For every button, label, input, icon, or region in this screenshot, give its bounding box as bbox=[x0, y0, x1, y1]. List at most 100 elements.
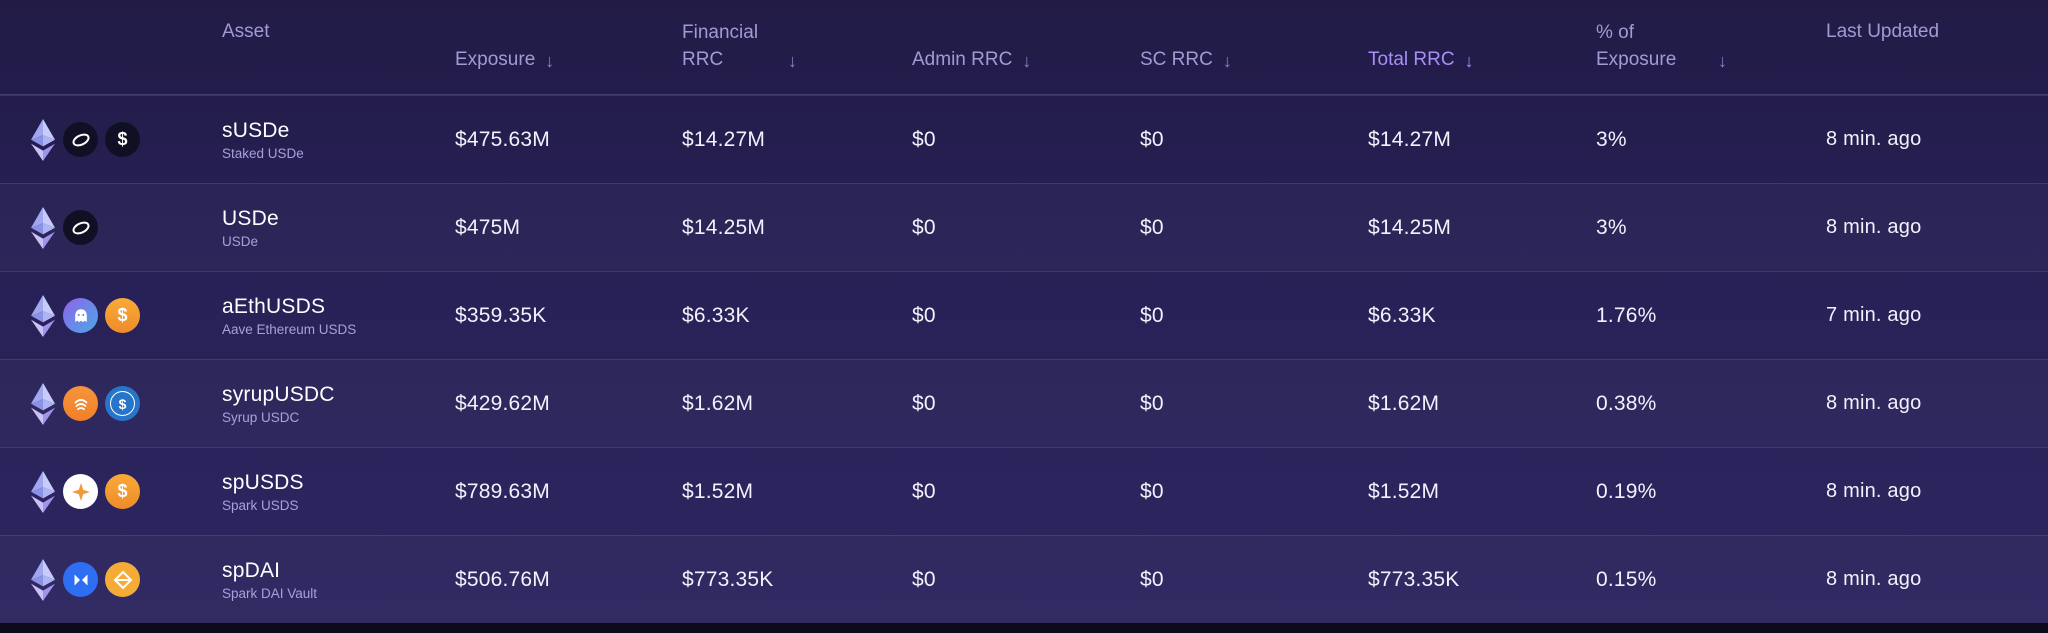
last-updated-value: 7 min. ago bbox=[1826, 304, 1922, 326]
pct-of-exposure-value: 0.38% bbox=[1596, 391, 1657, 415]
asset-subtitle: USDe bbox=[222, 233, 259, 249]
pct-of-exposure-value: 1.76% bbox=[1596, 303, 1657, 327]
exposure-value: $475M bbox=[455, 215, 521, 239]
ethereum-icon bbox=[30, 206, 56, 249]
sort-desc-icon: ↓ bbox=[788, 50, 797, 71]
column-header-financial-rrc[interactable]: Financial RRC ↓ bbox=[682, 0, 912, 94]
asset-name: spUSDS bbox=[222, 470, 304, 494]
column-label: Last Updated bbox=[1826, 21, 1940, 42]
column-header-total-rrc[interactable]: Total RRC ↓ bbox=[1368, 0, 1596, 94]
sc-rrc-value: $0 bbox=[1140, 127, 1164, 151]
exposure-value: $475.63M bbox=[455, 127, 551, 151]
asset-cell: syrupUSDC Syrup USDC bbox=[222, 383, 455, 425]
sc-rrc-value: $0 bbox=[1140, 567, 1164, 591]
asset-icons: $ bbox=[0, 294, 222, 337]
sort-desc-icon-active: ↓ bbox=[1464, 50, 1474, 71]
admin-rrc-value: $0 bbox=[912, 303, 936, 327]
exposure-value: $506.76M bbox=[455, 567, 551, 591]
exposure-value: $429.62M bbox=[455, 391, 551, 415]
asset-subtitle: Syrup USDC bbox=[222, 409, 300, 425]
asset-name: aEthUSDS bbox=[222, 294, 326, 318]
column-label: Financial RRC bbox=[682, 21, 759, 71]
sort-desc-icon: ↓ bbox=[1222, 50, 1232, 71]
column-label: % of Exposure bbox=[1596, 21, 1677, 71]
column-label: SC RRC bbox=[1140, 49, 1213, 71]
pct-of-exposure-value: 0.15% bbox=[1596, 567, 1657, 591]
asset-cell: sUSDe Staked USDe bbox=[222, 119, 455, 161]
asset-name: USDe bbox=[222, 206, 279, 230]
asset-cell: spUSDS Spark USDS bbox=[222, 471, 455, 513]
column-header-exposure[interactable]: Exposure ↓ bbox=[455, 0, 682, 94]
sc-rrc-value: $0 bbox=[1140, 303, 1164, 327]
column-header-sc-rrc[interactable]: SC RRC ↓ bbox=[1140, 0, 1368, 94]
total-rrc-value: $773.35K bbox=[1368, 567, 1460, 591]
column-header-last-updated: Last Updated bbox=[1826, 0, 2048, 94]
asset-subtitle: Spark USDS bbox=[222, 497, 299, 513]
column-header-pct-of-exposure[interactable]: % of Exposure ↓ bbox=[1596, 0, 1826, 94]
table-row[interactable]: $ sUSDe Staked USDe $475.63M $14.27M $0 … bbox=[0, 95, 2048, 183]
asset-subtitle: Staked USDe bbox=[222, 145, 304, 161]
asset-subtitle: Spark DAI Vault bbox=[222, 585, 318, 601]
asset-subtitle: Aave Ethereum USDS bbox=[222, 321, 357, 337]
sc-rrc-value: $0 bbox=[1140, 479, 1164, 503]
usde-dark-dollar-icon: $ bbox=[105, 122, 140, 157]
total-rrc-value: $14.25M bbox=[1368, 215, 1452, 239]
last-updated-value: 8 min. ago bbox=[1826, 480, 1922, 502]
financial-rrc-value: $773.35K bbox=[682, 567, 774, 591]
column-label: Asset bbox=[222, 21, 270, 42]
table-header: Asset Exposure ↓ Financial RRC ↓ Admin R… bbox=[0, 0, 2048, 95]
financial-rrc-value: $1.52M bbox=[682, 479, 754, 503]
financial-rrc-value: $1.62M bbox=[682, 391, 754, 415]
asset-cell: spDAI Spark DAI Vault bbox=[222, 559, 455, 601]
aave-ghost-icon bbox=[63, 298, 98, 333]
column-label: Total RRC bbox=[1368, 49, 1455, 71]
asset-name: spDAI bbox=[222, 558, 281, 582]
financial-rrc-value: $14.25M bbox=[682, 215, 766, 239]
total-rrc-value: $6.33K bbox=[1368, 303, 1436, 327]
morpho-icon bbox=[63, 562, 98, 597]
column-header-icons-spacer bbox=[0, 0, 222, 94]
ethereum-icon bbox=[30, 470, 56, 513]
table-row[interactable]: $ aEthUSDS Aave Ethereum USDS $359.35K $… bbox=[0, 271, 2048, 359]
exposure-value: $359.35K bbox=[455, 303, 547, 327]
total-rrc-value: $1.62M bbox=[1368, 391, 1440, 415]
sc-rrc-value: $0 bbox=[1140, 391, 1164, 415]
last-updated-value: 8 min. ago bbox=[1826, 128, 1922, 150]
asset-icons: $ bbox=[0, 382, 222, 425]
sort-desc-icon: ↓ bbox=[1022, 50, 1032, 71]
exposure-value: $789.63M bbox=[455, 479, 551, 503]
last-updated-value: 8 min. ago bbox=[1826, 216, 1922, 238]
ethena-icon bbox=[63, 122, 98, 157]
pct-of-exposure-value: 3% bbox=[1596, 127, 1627, 151]
asset-cell: USDe USDe bbox=[222, 207, 455, 249]
admin-rrc-value: $0 bbox=[912, 127, 936, 151]
asset-icons bbox=[0, 206, 222, 249]
asset-name: syrupUSDC bbox=[222, 382, 335, 406]
table-row[interactable]: USDe USDe $475M $14.25M $0 $0 $14.25M 3%… bbox=[0, 183, 2048, 271]
pct-of-exposure-value: 3% bbox=[1596, 215, 1627, 239]
ethereum-icon bbox=[30, 118, 56, 161]
sort-desc-icon: ↓ bbox=[1718, 50, 1727, 71]
spark-star-icon bbox=[63, 474, 98, 509]
asset-name: sUSDe bbox=[222, 118, 290, 142]
asset-icons bbox=[0, 558, 222, 601]
table-row[interactable]: $ syrupUSDC Syrup USDC $429.62M $1.62M $… bbox=[0, 359, 2048, 447]
ethereum-icon bbox=[30, 558, 56, 601]
column-label: Exposure bbox=[455, 49, 536, 71]
dai-icon bbox=[105, 562, 140, 597]
total-rrc-value: $1.52M bbox=[1368, 479, 1440, 503]
financial-rrc-value: $14.27M bbox=[682, 127, 766, 151]
usdc-icon: $ bbox=[105, 386, 140, 421]
column-header-admin-rrc[interactable]: Admin RRC ↓ bbox=[912, 0, 1140, 94]
table-row[interactable]: $ spUSDS Spark USDS $789.63M $1.52M $0 $… bbox=[0, 447, 2048, 535]
last-updated-value: 8 min. ago bbox=[1826, 392, 1922, 414]
ethena-icon bbox=[63, 210, 98, 245]
total-rrc-value: $14.27M bbox=[1368, 127, 1452, 151]
admin-rrc-value: $0 bbox=[912, 215, 936, 239]
financial-rrc-value: $6.33K bbox=[682, 303, 750, 327]
table-row[interactable]: spDAI Spark DAI Vault $506.76M $773.35K … bbox=[0, 535, 2048, 623]
admin-rrc-value: $0 bbox=[912, 391, 936, 415]
usds-icon: $ bbox=[105, 298, 140, 333]
ethereum-icon bbox=[30, 294, 56, 337]
ethereum-icon bbox=[30, 382, 56, 425]
